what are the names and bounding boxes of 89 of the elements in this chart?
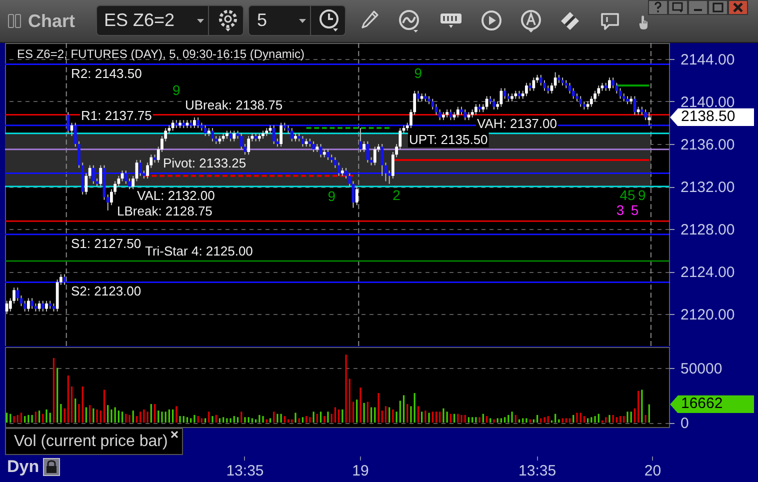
candlestick xyxy=(366,140,370,164)
candlestick xyxy=(204,124,207,137)
candlestick xyxy=(449,108,452,121)
dropdown: ES Z6=2 xyxy=(96,5,244,36)
candlestick xyxy=(456,106,460,118)
y-tick-label: 2120.00 xyxy=(680,306,735,324)
annotation: 45 xyxy=(620,187,636,203)
y-tick-label: 0 xyxy=(680,415,689,432)
annotation: 2 xyxy=(392,187,401,203)
ref-line-label: VAL: 2132.00 xyxy=(137,188,215,204)
candlestick xyxy=(171,120,174,132)
candlestick xyxy=(120,170,124,182)
candlestick xyxy=(92,164,95,184)
candlestick xyxy=(38,300,41,312)
candlestick xyxy=(474,104,478,116)
text: Chart xyxy=(28,10,76,33)
dropdown: 5 xyxy=(248,5,346,36)
candlestick xyxy=(312,140,315,152)
candlestick xyxy=(579,96,582,108)
candlestick xyxy=(211,128,214,142)
ref-line-label: S2: 2123.00 xyxy=(71,284,142,299)
candlestick xyxy=(334,156,337,168)
annotation: 9 xyxy=(638,187,646,203)
candlestick xyxy=(41,300,44,312)
annotation: 9 xyxy=(172,82,181,98)
candlestick xyxy=(290,128,294,142)
candlestick xyxy=(99,164,102,188)
candlestick xyxy=(27,298,30,312)
y-tick-label: 2140.00 xyxy=(680,94,735,111)
candlestick xyxy=(45,300,48,312)
y-tick-label: 50000 xyxy=(680,360,722,378)
ref-line-label: R2: 2143.50 xyxy=(71,66,142,81)
candlestick xyxy=(138,159,142,176)
candlestick xyxy=(416,90,420,102)
candlestick xyxy=(326,148,330,160)
y-tick-label: 2136.00 xyxy=(680,136,735,154)
candlestick xyxy=(196,116,200,129)
candlestick xyxy=(554,72,557,89)
candlestick xyxy=(438,108,442,121)
candlestick xyxy=(232,130,236,142)
candlestick xyxy=(362,140,366,152)
candlestick xyxy=(388,170,391,184)
text: Dyn xyxy=(7,456,40,477)
candlestick xyxy=(355,186,358,206)
candlestick xyxy=(272,124,276,144)
candlestick xyxy=(193,116,196,129)
ref-line-label: UBreak: 2138.75 xyxy=(185,97,283,112)
ref-line-label: S1: 2127.50 xyxy=(71,236,142,251)
candlestick xyxy=(492,98,496,110)
candlestick xyxy=(301,136,304,148)
annotation: 9 xyxy=(328,188,336,204)
tag: 16662 xyxy=(670,395,754,414)
candlestick xyxy=(23,300,26,312)
candlestick xyxy=(550,82,554,94)
tag: 2138.50 xyxy=(670,108,754,126)
annotation: 5 xyxy=(630,202,639,218)
annotation: 3 xyxy=(616,202,624,218)
candlestick xyxy=(106,194,110,211)
candlestick xyxy=(30,298,34,310)
annotation: 9 xyxy=(414,65,422,81)
candlestick xyxy=(280,122,283,148)
candlestick xyxy=(247,136,250,156)
y-tick-label: 2124.00 xyxy=(680,264,735,282)
x-tick-label: 20 xyxy=(644,462,662,480)
ref-line-label: Tri-Star 4: 2125.00 xyxy=(145,243,253,258)
y-tick-label: 2132.00 xyxy=(680,179,735,196)
candlestick xyxy=(229,130,232,142)
candlestick xyxy=(359,128,362,152)
ref-line-label: Pivot: 2133.25 xyxy=(163,156,246,171)
candlestick xyxy=(63,274,66,286)
candlestick xyxy=(66,112,70,134)
candlestick xyxy=(373,146,376,166)
candlestick xyxy=(608,77,611,92)
y-tick-label: 2144.00 xyxy=(680,51,735,68)
chart-title: ES Z6=2, FUTURES (DAY), 5, 09:30-16:15 (Dynamic) xyxy=(17,47,305,61)
candlestick xyxy=(532,77,536,92)
panel-tab: Vol (current price bar) xyxy=(5,428,183,455)
ref-line-label: UPT: 2135.50 xyxy=(409,132,488,147)
y-tick-label: 2128.00 xyxy=(680,222,735,239)
x-tick-label: 13:35 xyxy=(518,462,556,480)
x-tick-label: 13:35 xyxy=(226,462,264,480)
candlestick xyxy=(648,112,651,126)
ref-line-label: LBreak: 2128.75 xyxy=(117,204,212,219)
ref-line-label: VAH: 2137.00 xyxy=(477,116,557,131)
x-tick-label: 19 xyxy=(352,462,369,480)
ref-line-label: R1: 2137.75 xyxy=(81,108,152,123)
candlestick xyxy=(464,108,467,121)
candlestick xyxy=(568,82,572,94)
candlestick xyxy=(525,82,528,97)
